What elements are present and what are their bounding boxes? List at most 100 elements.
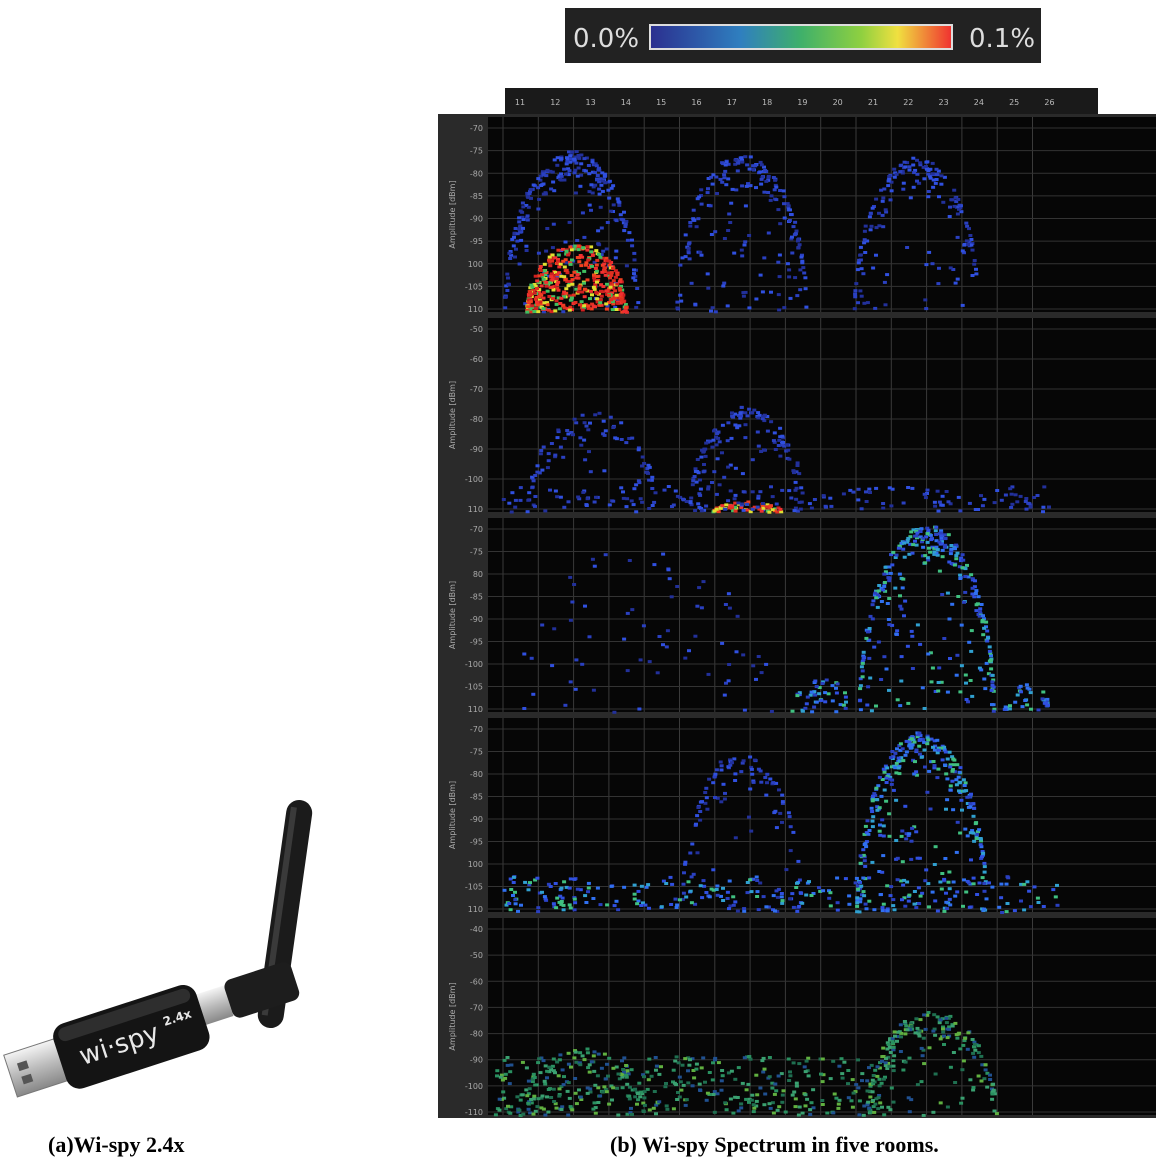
heat-dot [980,853,985,857]
heat-dot [741,294,746,298]
heat-dot [584,504,589,507]
usb-hole [16,1060,29,1072]
heat-dot [994,1112,999,1116]
heat-dot [497,1108,502,1112]
heat-dot [725,890,730,894]
heat-dot [573,247,578,251]
heat-dot [840,1072,845,1076]
heat-dot [529,196,533,200]
heat-dot [677,898,682,902]
heat-dot [546,882,551,886]
heat-dot [602,469,607,473]
heat-dot [860,893,864,897]
heat-dot [800,253,804,257]
heat-dot [549,442,554,445]
heat-dot [733,836,738,840]
heat-dot [724,681,728,685]
heat-dot [582,235,587,239]
heat-dot [644,885,649,889]
heat-dot [749,829,754,833]
heat-dot [583,894,588,898]
heat-dot [551,297,555,301]
heat-dot [880,199,885,203]
heat-dot [541,182,546,186]
heat-dot [561,259,566,263]
heat-dot [975,832,979,836]
heat-dot [713,310,718,314]
heat-dot [830,699,835,703]
heat-dot [1051,888,1056,892]
heat-dot [564,291,569,295]
heat-dot [926,169,931,172]
heat-dot [710,182,715,186]
heat-dot [874,596,879,600]
channel-label: 22 [903,98,913,107]
heat-dot [977,610,982,614]
heat-dot [558,894,563,898]
heat-dot [549,310,554,314]
heat-dot [639,884,644,888]
heat-dot [913,760,917,764]
heat-dot [603,270,608,274]
heat-dot [873,591,878,595]
heat-dot [877,1066,882,1070]
heat-dot [992,707,997,711]
heat-dot [1005,875,1010,879]
heat-dot [569,1106,574,1110]
heat-dot [570,600,575,604]
heat-dot [926,882,931,886]
heat-dot [862,1104,867,1108]
heat-dot [500,1078,505,1082]
heat-dot [562,178,567,182]
heat-dot [580,290,585,294]
heat-dot [820,1080,825,1084]
heat-dot [808,693,813,697]
heat-dot [582,421,587,425]
heat-dot [965,802,970,805]
heat-dot [728,1097,733,1101]
heat-dot [690,842,695,846]
heat-dot [812,705,817,709]
heat-dot [932,1027,937,1031]
heat-dot [1005,902,1010,905]
heat-dot [912,171,917,175]
heat-dot [564,261,569,265]
heat-dot [629,1106,633,1110]
heat-dot [920,891,925,895]
heat-dot [728,489,733,493]
heat-dot [550,1064,555,1068]
heat-dot [733,493,738,497]
heat-dot [564,249,569,253]
heat-dot [939,746,943,750]
heat-dot [613,289,618,293]
heat-dot [880,906,885,910]
y-tick-label: 80 [473,570,483,579]
heat-dot [753,164,758,168]
heat-dot [963,590,968,594]
heat-dot [526,1092,531,1096]
heat-dot [1025,686,1030,690]
heat-dot [958,831,963,835]
heat-dot [910,743,915,747]
heat-dot [579,300,584,304]
heat-dot [547,1065,552,1069]
heat-dot [739,248,744,252]
heat-dot [713,796,717,799]
channel-label: 23 [939,98,949,107]
heat-dot [987,659,992,663]
heat-dot [544,271,549,274]
heat-dot [959,210,964,214]
heat-dot [559,296,564,300]
heat-dot [849,1099,854,1103]
heat-dot [773,183,778,187]
heat-dot [823,691,828,695]
heat-dot [596,1052,601,1056]
heat-dot [527,1100,532,1104]
heat-dot [503,1072,508,1076]
heat-dot [536,186,541,190]
heat-dot [621,300,626,304]
heat-dot [686,246,691,250]
channel-label: 16 [691,98,701,107]
heat-dot [683,255,688,259]
heat-dot [979,845,984,849]
